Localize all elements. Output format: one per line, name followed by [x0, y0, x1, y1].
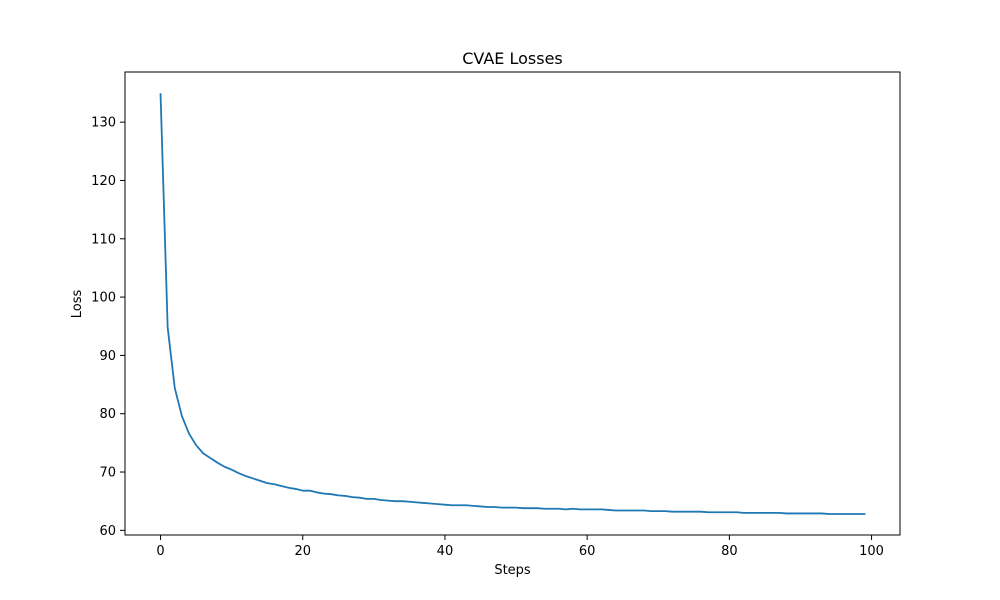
- y-tick-label: 80: [99, 407, 116, 422]
- x-tick-label: 60: [579, 544, 596, 559]
- y-tick-label: 60: [99, 524, 116, 539]
- x-axis-label: Steps: [494, 563, 531, 578]
- x-tick-label: 40: [437, 544, 454, 559]
- y-tick-label: 120: [91, 174, 116, 189]
- y-tick-label: 70: [99, 466, 116, 481]
- plot-frame: [124, 71, 901, 536]
- y-axis-label: Loss: [70, 290, 85, 319]
- x-tick-label: 100: [859, 544, 884, 559]
- plot-area: 0 20 40 60 80 100 60 70 80 90 100 110 120 130: [91, 93, 884, 559]
- y-tick-label: 100: [91, 291, 116, 306]
- x-tick-label: 80: [721, 544, 738, 559]
- y-tick-label: 130: [91, 116, 116, 131]
- chart-title: CVAE Losses: [462, 49, 563, 68]
- y-tick-label: 110: [91, 232, 116, 247]
- x-tick-label: 20: [294, 544, 311, 559]
- x-tick-label: 0: [156, 544, 164, 559]
- loss-series-line: [159, 93, 866, 515]
- y-tick-label: 90: [99, 349, 116, 364]
